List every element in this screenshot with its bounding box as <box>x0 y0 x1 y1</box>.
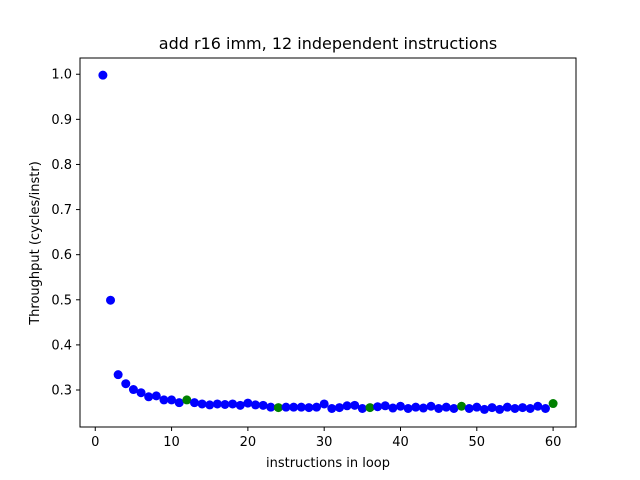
data-point <box>342 401 352 411</box>
data-point <box>380 401 390 411</box>
y-axis-ticks: 0.3 0.4 0.5 0.6 0.7 0.8 0.9 1.0 <box>51 68 80 399</box>
y-tick-label: 0.6 <box>51 248 72 263</box>
data-point <box>128 385 138 395</box>
plot-area-frame <box>79 57 577 428</box>
y-tick-label: 0.8 <box>51 158 72 173</box>
x-tick-label: 20 <box>240 435 257 450</box>
data-point <box>418 403 428 413</box>
data-point <box>121 379 131 389</box>
x-tick-label: 10 <box>163 435 180 450</box>
x-axis-label: instructions in loop <box>266 456 390 471</box>
x-tick-label: 30 <box>316 435 333 450</box>
data-point <box>266 402 276 412</box>
data-point <box>457 401 467 411</box>
y-axis-label: Throughput (cycles/instr) <box>28 161 43 326</box>
data-point <box>98 70 108 80</box>
x-tick-label: 0 <box>91 435 99 450</box>
data-point <box>533 401 543 411</box>
data-point <box>540 404 550 413</box>
data-point <box>113 370 123 380</box>
chart-title: add r16 imm, 12 independent instructions <box>159 34 497 53</box>
data-point <box>312 402 322 412</box>
y-tick-label: 1.0 <box>51 68 72 83</box>
data-point <box>258 400 268 410</box>
data-point <box>220 399 230 409</box>
data-point <box>159 395 169 405</box>
data-point <box>273 403 283 413</box>
data-point <box>334 403 344 413</box>
data-point <box>319 399 329 409</box>
data-point <box>525 404 535 413</box>
data-point <box>235 400 245 410</box>
y-tick-label: 0.9 <box>51 113 72 128</box>
data-point <box>205 400 215 410</box>
data-points <box>98 70 558 414</box>
data-point <box>510 404 520 413</box>
data-point <box>243 398 253 408</box>
data-point <box>388 403 398 413</box>
data-point <box>411 402 421 412</box>
data-point <box>296 402 306 412</box>
data-point <box>212 399 222 409</box>
data-point <box>365 403 375 413</box>
data-point <box>464 404 474 413</box>
data-point <box>174 398 184 408</box>
data-point <box>167 395 177 405</box>
y-tick-label: 0.5 <box>51 293 72 308</box>
data-point <box>518 403 528 413</box>
data-point <box>228 399 238 409</box>
data-point <box>472 402 482 412</box>
data-point <box>373 402 383 412</box>
data-point <box>182 395 192 405</box>
data-point <box>304 403 314 413</box>
data-point <box>395 401 405 411</box>
data-point <box>449 404 459 413</box>
data-point <box>197 399 207 409</box>
y-tick-label: 0.4 <box>51 338 72 353</box>
data-point <box>502 402 512 412</box>
data-point <box>327 404 337 413</box>
data-point <box>434 404 444 413</box>
data-point <box>289 402 299 412</box>
x-tick-label: 40 <box>392 435 409 450</box>
data-point <box>151 391 161 401</box>
data-point <box>403 404 413 413</box>
data-point <box>350 400 360 410</box>
data-point <box>251 400 261 410</box>
data-point <box>548 399 558 409</box>
data-point <box>479 404 489 414</box>
x-tick-label: 60 <box>545 435 562 450</box>
data-point <box>426 401 436 411</box>
data-point <box>144 392 154 402</box>
data-point <box>189 398 199 408</box>
data-point <box>136 388 146 398</box>
data-point <box>106 295 116 305</box>
data-point <box>357 404 367 413</box>
x-tick-label: 50 <box>469 435 486 450</box>
data-point <box>281 402 291 412</box>
data-point <box>441 402 451 412</box>
data-point <box>495 404 505 414</box>
y-tick-label: 0.7 <box>51 203 72 218</box>
data-point <box>487 403 497 413</box>
x-axis-ticks: 0 10 20 30 40 50 60 <box>91 427 561 450</box>
y-tick-label: 0.3 <box>51 384 72 399</box>
